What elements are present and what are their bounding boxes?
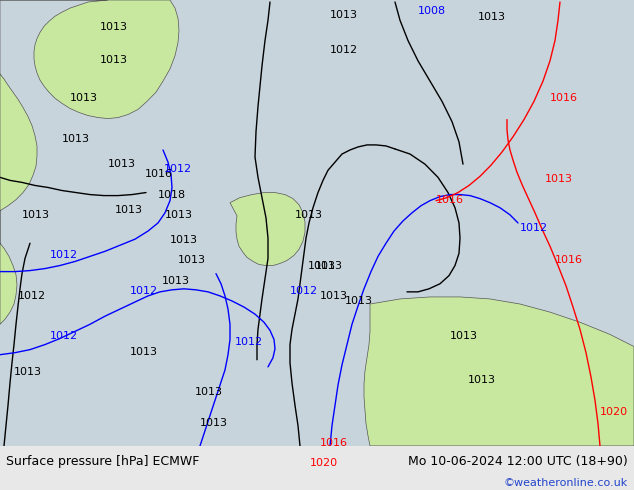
Text: 1020: 1020 <box>310 458 338 468</box>
Text: 1020: 1020 <box>600 408 628 417</box>
Text: 1012: 1012 <box>18 291 46 301</box>
Text: 1013: 1013 <box>162 276 190 286</box>
Text: 1013: 1013 <box>315 261 343 270</box>
Polygon shape <box>0 0 37 324</box>
Text: 1012: 1012 <box>164 164 192 174</box>
Text: 1016: 1016 <box>555 255 583 266</box>
Text: 1013: 1013 <box>478 12 506 22</box>
Text: 1012: 1012 <box>290 286 318 296</box>
Text: 1013: 1013 <box>345 296 373 306</box>
Text: 1013: 1013 <box>330 10 358 20</box>
Text: ©weatheronline.co.uk: ©weatheronline.co.uk <box>503 478 628 489</box>
Text: Surface pressure [hPa] ECMWF: Surface pressure [hPa] ECMWF <box>6 455 200 468</box>
Polygon shape <box>230 193 305 266</box>
Text: 1012: 1012 <box>50 332 78 342</box>
Text: 1012: 1012 <box>520 223 548 233</box>
Text: 1016: 1016 <box>320 438 348 448</box>
Text: 1013: 1013 <box>545 174 573 184</box>
Text: 1016: 1016 <box>550 93 578 103</box>
Text: 1013: 1013 <box>62 134 90 144</box>
Text: 1013: 1013 <box>100 23 128 32</box>
Text: 1012: 1012 <box>330 45 358 55</box>
Text: 1013: 1013 <box>295 210 323 220</box>
Text: 1013: 1013 <box>130 347 158 357</box>
Text: 1013: 1013 <box>108 159 136 169</box>
Text: 1013: 1013 <box>450 332 478 342</box>
Polygon shape <box>364 297 634 446</box>
Text: 1016: 1016 <box>145 170 173 179</box>
Text: 1008: 1008 <box>418 6 446 16</box>
Text: 1013: 1013 <box>195 387 223 397</box>
Text: 1012: 1012 <box>130 286 158 296</box>
Text: 1012: 1012 <box>50 250 78 260</box>
Text: 1013: 1013 <box>100 55 128 65</box>
Text: 1013: 1013 <box>70 93 98 103</box>
Polygon shape <box>0 0 179 119</box>
Text: 1012: 1012 <box>235 337 263 346</box>
Text: 1013: 1013 <box>14 367 42 377</box>
Text: 1013: 1013 <box>200 417 228 428</box>
Text: 1013: 1013 <box>308 261 336 270</box>
Text: 1013: 1013 <box>468 375 496 385</box>
Text: 1013: 1013 <box>22 210 50 220</box>
Text: 1018: 1018 <box>158 190 186 199</box>
Text: 1013: 1013 <box>115 205 143 215</box>
Text: 1013: 1013 <box>170 235 198 245</box>
Text: 1016: 1016 <box>436 195 464 205</box>
Text: Mo 10-06-2024 12:00 UTC (18+90): Mo 10-06-2024 12:00 UTC (18+90) <box>408 455 628 468</box>
Text: 1013: 1013 <box>320 291 348 301</box>
Text: 1013: 1013 <box>178 255 206 266</box>
Text: 1013: 1013 <box>165 210 193 220</box>
